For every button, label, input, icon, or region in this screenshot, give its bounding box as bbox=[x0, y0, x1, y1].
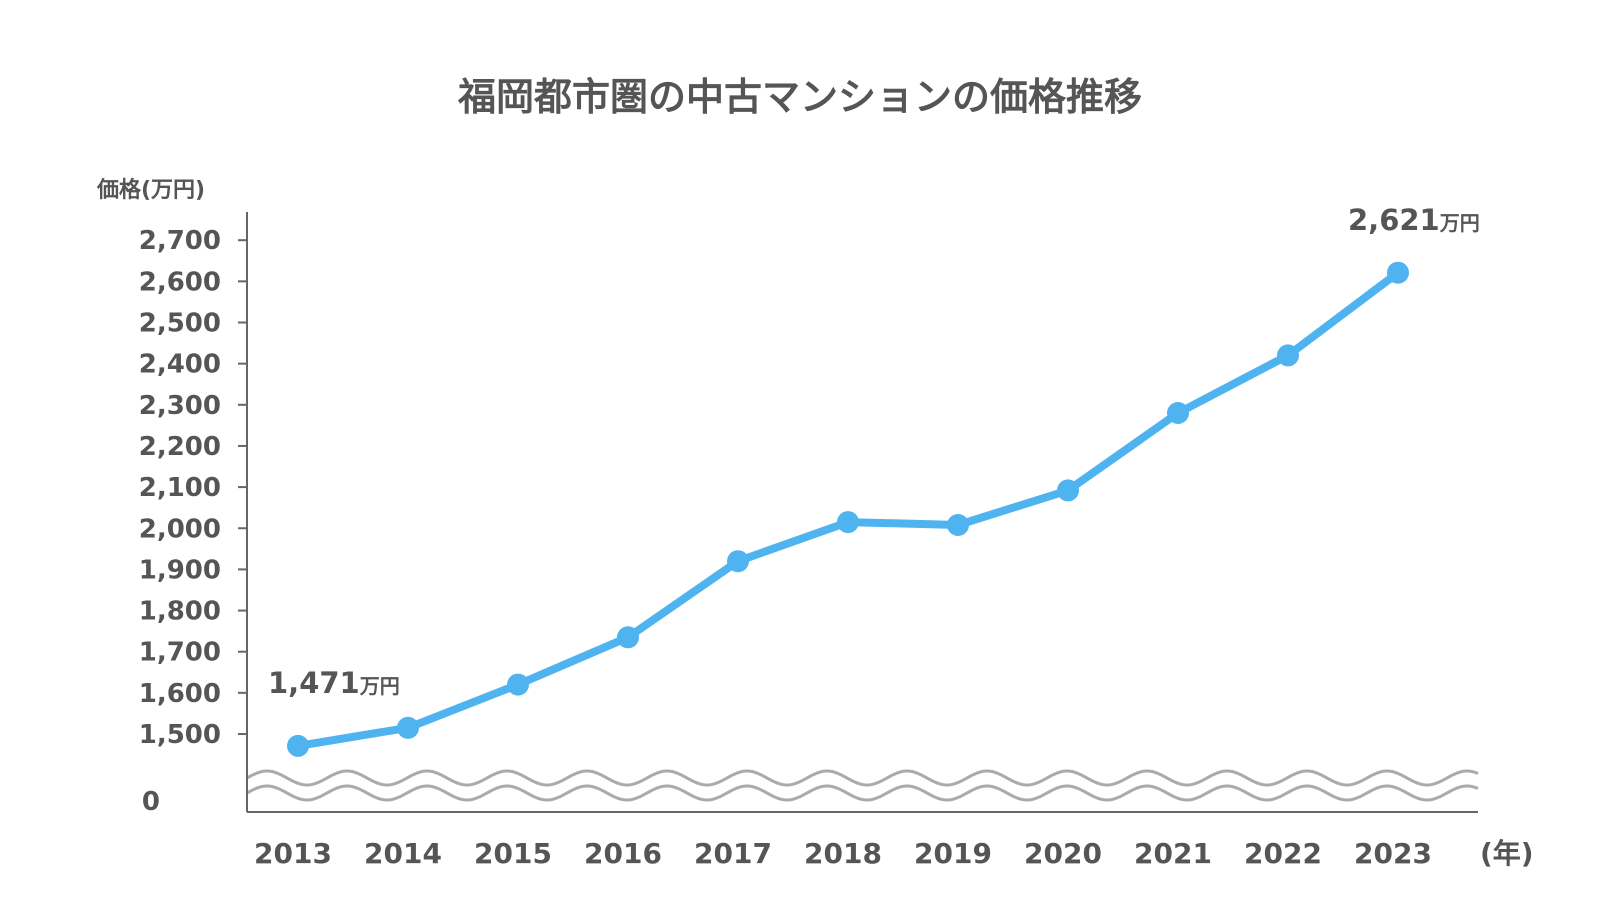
data-label: 1,471万円 bbox=[268, 666, 400, 700]
axis-break-line bbox=[246, 769, 1479, 787]
data-point bbox=[727, 550, 749, 573]
y-tick-label: 1,800 bbox=[139, 597, 221, 627]
data-label-unit: 万円 bbox=[359, 674, 400, 698]
y-tick-label: 2,300 bbox=[139, 391, 221, 421]
x-ticks: 2013 2014 2015 2016 2017 2018 2019 2020 2021 2022… bbox=[254, 837, 1432, 870]
y-ticks: 1,500 1,600 1,700 1,800 1,900 2,000 2,100 2,200… bbox=[139, 226, 247, 750]
x-tick-label: 2023 bbox=[1354, 837, 1432, 870]
chart-title: 福岡都市圏の中古マンションの価格推移 bbox=[457, 75, 1142, 119]
y-tick-label: 2,700 bbox=[139, 226, 221, 256]
x-tick-label: 2013 bbox=[254, 837, 332, 870]
series-line bbox=[294, 268, 1402, 750]
axis-break-wave bbox=[246, 769, 1479, 802]
data-point bbox=[617, 626, 639, 649]
y-tick-label: 2,100 bbox=[139, 473, 221, 503]
series-layer bbox=[287, 261, 1409, 757]
axis-break-line bbox=[246, 784, 1479, 802]
y-tick-label: 1,900 bbox=[139, 555, 221, 585]
data-point bbox=[1277, 344, 1299, 367]
y-tick-label: 1,600 bbox=[139, 679, 221, 709]
x-tick-label: 2018 bbox=[804, 837, 882, 870]
y-tick-label: 2,200 bbox=[139, 432, 221, 462]
data-label-unit: 万円 bbox=[1439, 211, 1480, 235]
data-point bbox=[1387, 261, 1409, 284]
x-tick-label: 2016 bbox=[584, 837, 662, 870]
x-axis-unit-label: (年) bbox=[1480, 837, 1534, 870]
x-tick-label: 2021 bbox=[1134, 837, 1212, 870]
x-tick-label: 2022 bbox=[1244, 837, 1322, 870]
y-tick-label: 2,000 bbox=[139, 514, 221, 544]
x-tick-label: 2017 bbox=[694, 837, 772, 870]
y-tick-label: 2,600 bbox=[139, 267, 221, 297]
y-tick-label: 1,700 bbox=[139, 638, 221, 668]
y-zero-tick-label: 0 bbox=[142, 787, 160, 817]
x-tick-label: 2015 bbox=[474, 837, 552, 870]
y-tick-label: 1,500 bbox=[139, 720, 221, 750]
data-point bbox=[837, 511, 859, 534]
data-point bbox=[507, 673, 529, 696]
y-tick-label: 2,500 bbox=[139, 309, 221, 339]
data-label: 2,621万円 bbox=[1348, 203, 1480, 237]
data-point bbox=[287, 734, 309, 757]
x-tick-label: 2019 bbox=[914, 837, 992, 870]
y-axis-label: 価格(万円) bbox=[96, 177, 205, 203]
data-point bbox=[397, 716, 419, 739]
data-label-value: 2,621 bbox=[1348, 203, 1440, 237]
x-tick-label: 2014 bbox=[364, 837, 442, 870]
x-tick-label: 2020 bbox=[1024, 837, 1102, 870]
data-point bbox=[1167, 402, 1189, 424]
data-label-value: 1,471 bbox=[268, 666, 360, 700]
data-point bbox=[1057, 479, 1079, 502]
data-point bbox=[947, 514, 969, 536]
y-tick-label: 2,400 bbox=[139, 350, 221, 380]
